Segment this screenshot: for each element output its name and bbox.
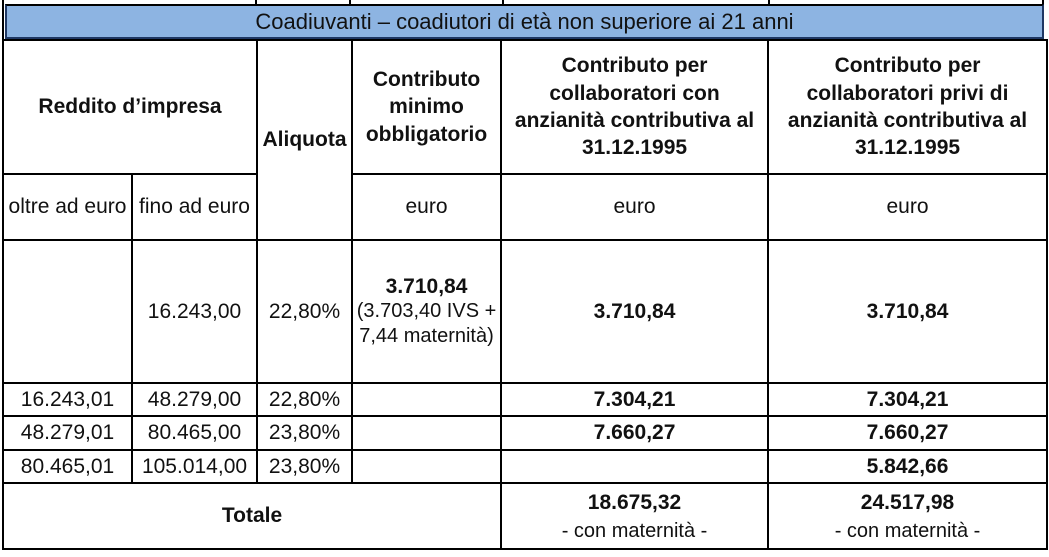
- header-row-1: Reddito d’impresa Aliquota Contributo mi…: [1, 39, 1049, 241]
- subheader-euro-minimo: euro: [351, 173, 503, 241]
- cell-minimo: [351, 382, 503, 417]
- total-privi-note: - con maternità -: [834, 520, 981, 543]
- header-reddito: Reddito d’impresa: [1, 39, 259, 175]
- table-left-border: [2, 0, 4, 40]
- minimo-value: 3.710,84: [385, 274, 468, 298]
- table-row: 80.465,01 105.014,00 23,80% 5.842,66: [2, 449, 1049, 484]
- header-contributo-minimo: Contributo minimo obbligatorio: [351, 39, 503, 175]
- cell-privi: 7.660,27: [767, 415, 1049, 451]
- table-row: 48.279,01 80.465,00 23,80% 7.660,27 7.66…: [2, 415, 1049, 451]
- cell-fino: 105.014,00: [130, 449, 259, 484]
- remnant-grid-line: [255, 0, 257, 5]
- cell-con: 3.710,84: [500, 239, 770, 384]
- cell-fino: 48.279,00: [130, 382, 259, 417]
- cell-fino: 16.243,00: [130, 239, 259, 384]
- total-privi-value: 24.517,98: [860, 490, 955, 514]
- remnant-grid-line: [349, 0, 351, 5]
- header-contributo-privi: Contributo per collaboratori privi di an…: [767, 39, 1049, 175]
- title-band: Coadiuvanti – coadiutori di età non supe…: [5, 4, 1044, 39]
- cell-minimo: [351, 449, 503, 484]
- minimo-note: (3.703,40 IVS + 7,44 maternità): [356, 299, 497, 347]
- cell-con: 7.304,21: [500, 382, 770, 417]
- total-con-note: - con maternità -: [561, 520, 708, 543]
- total-con: 18.675,32 - con maternità -: [500, 482, 770, 550]
- cell-con: 7.660,27: [500, 415, 770, 451]
- subheader-fino: fino ad euro: [130, 173, 259, 241]
- total-label: Totale: [1, 482, 503, 550]
- cell-privi: 7.304,21: [767, 382, 1049, 417]
- remnant-grid-line: [502, 0, 504, 5]
- subheader-euro-privi: euro: [767, 173, 1049, 241]
- cell-oltre: 16.243,01: [2, 382, 133, 417]
- cell-fino: 80.465,00: [130, 415, 259, 451]
- contributi-table: Reddito d’impresa Aliquota Contributo mi…: [1, 39, 1049, 550]
- total-con-value: 18.675,32: [587, 490, 682, 514]
- subheader-euro-con: euro: [500, 173, 770, 241]
- table-row: 16.243,00 22,80% 3.710,84 (3.703,40 IVS …: [2, 239, 1049, 384]
- cell-privi: 3.710,84: [767, 239, 1049, 384]
- table-title: Coadiuvanti – coadiutori di età non supe…: [255, 8, 794, 34]
- header-aliquota: Aliquota: [256, 39, 354, 241]
- remnant-grid-line: [768, 0, 770, 5]
- table-row: 16.243,01 48.279,00 22,80% 7.304,21 7.30…: [2, 382, 1049, 417]
- cell-oltre: [2, 239, 133, 384]
- cell-oltre: 48.279,01: [2, 415, 133, 451]
- header-row-2: oltre ad euro fino ad euro euro euro eur…: [2, 173, 1049, 241]
- cell-aliquota: 22,80%: [256, 239, 354, 384]
- cell-aliquota: 23,80%: [256, 449, 354, 484]
- cell-minimo: [351, 415, 503, 451]
- cell-aliquota: 23,80%: [256, 415, 354, 451]
- total-privi: 24.517,98 - con maternità -: [767, 482, 1049, 550]
- cell-con: [500, 449, 770, 484]
- cell-minimo: 3.710,84 (3.703,40 IVS + 7,44 maternità): [351, 239, 503, 384]
- cell-oltre: 80.465,01: [2, 449, 133, 484]
- cell-privi: 5.842,66: [767, 449, 1049, 484]
- header-contributo-con: Contributo per collaboratori con anziani…: [500, 39, 770, 175]
- cell-aliquota: 22,80%: [256, 382, 354, 417]
- subheader-oltre: oltre ad euro: [2, 173, 133, 241]
- total-row: Totale 18.675,32 - con maternità - 24.51…: [1, 482, 1049, 550]
